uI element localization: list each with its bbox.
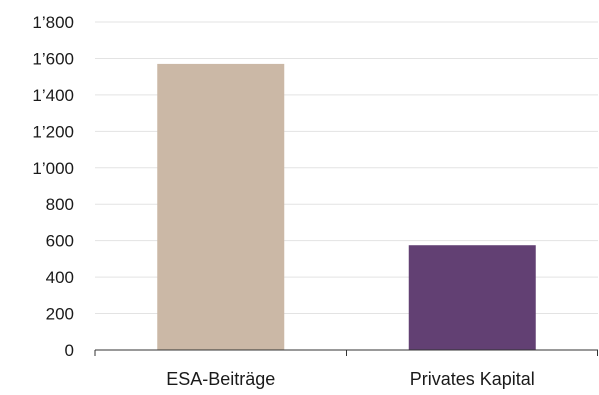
y-tick-label: 1’000 [32, 159, 74, 178]
y-tick-label: 400 [46, 268, 74, 287]
x-axis [94, 349, 598, 356]
x-category-label: ESA-Beiträge [166, 369, 275, 389]
y-tick-label: 1’200 [32, 122, 74, 141]
x-axis-category-labels: ESA-Beiträge Privates Kapital [166, 369, 535, 389]
y-tick-label: 200 [46, 305, 74, 324]
y-tick-label: 600 [46, 232, 74, 251]
bar-2 [408, 245, 536, 350]
y-tick-label: 800 [46, 195, 74, 214]
y-axis-tick-labels: 0 200 400 600 800 1’000 1’200 1’400 1’600 1’800 [32, 13, 74, 360]
y-tick-label: 1’400 [32, 86, 74, 105]
bars [157, 63, 536, 351]
y-tick-label: 1’800 [32, 13, 74, 32]
bar-1 [157, 63, 285, 351]
x-category-label: Privates Kapital [410, 369, 535, 389]
y-tick-label: 1’600 [32, 49, 74, 68]
y-tick-label: 0 [65, 341, 74, 360]
